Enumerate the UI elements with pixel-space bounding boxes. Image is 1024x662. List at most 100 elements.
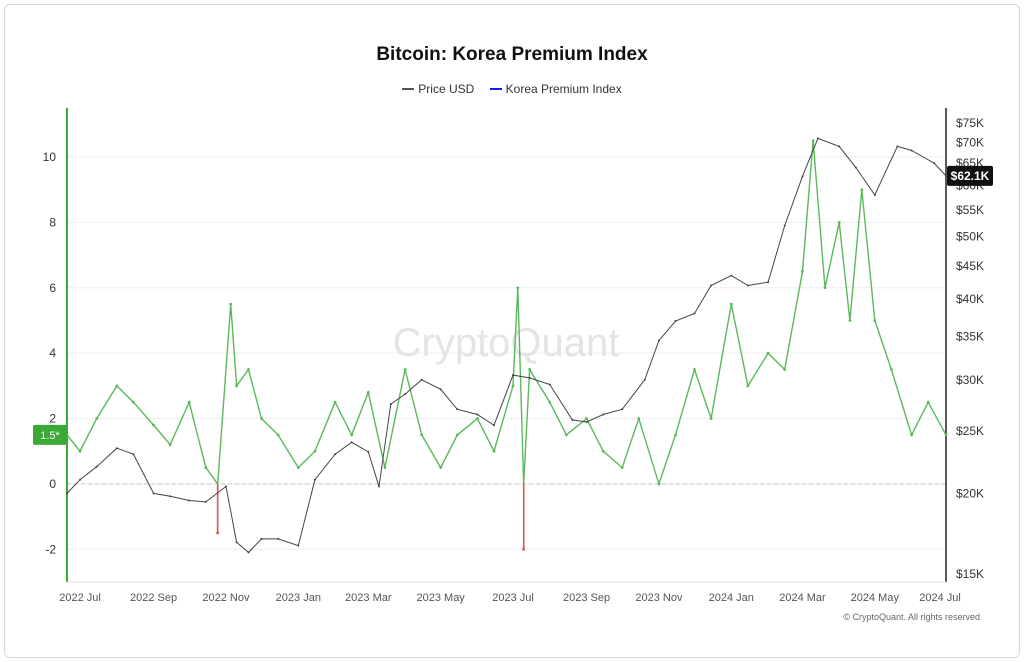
premium-point-11: [235, 384, 239, 388]
premium-point-13: [260, 417, 263, 420]
x-tick-2: 2022 Nov: [202, 592, 250, 604]
price-point-25: [476, 413, 479, 416]
premium-point-31: [548, 400, 552, 404]
premium-point-5: [152, 423, 155, 427]
price-point-26: [493, 424, 496, 427]
price-point-38: [710, 284, 713, 287]
premium-point-16: [313, 449, 317, 453]
price-point-19: [377, 485, 380, 488]
premium-point-15: [296, 466, 300, 469]
x-tick-10: 2024 Mar: [779, 592, 826, 604]
price-point-16: [334, 453, 337, 456]
chart-legend: Price USD Korea Premium Index: [0, 79, 1024, 96]
premium-point-28: [516, 286, 520, 290]
x-tick-11: 2024 May: [851, 592, 900, 604]
price-point-10: [235, 541, 238, 544]
legend-label-price: Price USD: [418, 82, 475, 96]
legend-label-premium: Korea Premium Index: [505, 82, 622, 96]
price-point-11: [247, 551, 250, 554]
price-point-13: [277, 537, 280, 540]
x-tick-9: 2024 Jan: [709, 592, 754, 604]
price-point-30: [571, 418, 574, 421]
premium-point-49: [848, 319, 852, 322]
price-point-46: [854, 166, 857, 169]
y-tick-right-2: $25K: [956, 424, 984, 438]
premium-point-17: [333, 400, 337, 404]
premium-point-32: [565, 433, 568, 437]
premium-point-35: [620, 466, 624, 469]
x-tick-1: 2022 Sep: [130, 592, 177, 604]
price-point-5: [152, 492, 155, 495]
price-point-35: [657, 339, 660, 342]
premium-point-34: [601, 449, 605, 453]
price-point-39: [730, 274, 733, 277]
premium-point-7: [187, 400, 191, 404]
premium-point-55: [944, 433, 948, 437]
premium-point-2: [95, 417, 99, 420]
price-point-9: [224, 485, 227, 488]
price-point-4: [132, 453, 135, 456]
premium-point-40: [709, 417, 713, 420]
premium-point-36: [637, 417, 641, 420]
price-point-27: [512, 374, 515, 377]
credit-text: © CryptoQuant. All rights reserved: [843, 612, 980, 622]
premium-point-10: [229, 302, 233, 306]
legend-item-price[interactable]: Price USD: [402, 82, 474, 96]
price-point-44: [816, 137, 819, 140]
premium-point-20: [383, 466, 387, 469]
premium-point-1: [78, 449, 82, 453]
price-point-0: [66, 492, 68, 495]
price-point-40: [746, 284, 749, 287]
price-point-15: [313, 478, 316, 481]
premium-point-26: [492, 449, 496, 453]
x-tick-6: 2023 Jul: [492, 592, 534, 604]
price-point-6: [169, 495, 172, 498]
legend-swatch-premium: [489, 88, 502, 90]
price-point-22: [420, 378, 423, 381]
premium-point-19: [366, 391, 370, 394]
premium-point-52: [890, 368, 893, 371]
y-tick-right-1: $20K: [956, 486, 984, 500]
price-point-24: [456, 408, 459, 411]
price-point-21: [404, 393, 407, 396]
price-point-28: [528, 376, 531, 379]
premium-point-44: [783, 368, 787, 371]
current-price-label: $62.1K: [951, 169, 990, 183]
price-point-8: [204, 500, 207, 503]
price-point-7: [188, 499, 191, 502]
price-point-50: [933, 162, 936, 165]
price-point-37: [693, 312, 696, 315]
price-point-29: [548, 383, 551, 386]
premium-point-41: [729, 302, 733, 306]
price-point-47: [873, 194, 876, 197]
premium-point-14: [276, 433, 280, 437]
premium-point-37: [657, 482, 661, 486]
premium-point-25: [476, 417, 479, 420]
price-point-1: [79, 478, 82, 481]
price-point-48: [896, 145, 899, 148]
premium-point-3: [115, 384, 119, 388]
premium-point-53: [910, 433, 913, 437]
price-point-17: [350, 441, 353, 444]
y-tick-right-3: $30K: [956, 373, 984, 387]
x-tick-3: 2023 Jan: [276, 592, 321, 604]
price-point-34: [643, 378, 646, 381]
premium-point-42: [746, 384, 750, 388]
chart-title: Bitcoin: Korea Premium Index: [376, 44, 648, 65]
series-line-price: [66, 137, 947, 554]
y-tick-right-11: $70K: [956, 135, 984, 149]
premium-point-48: [837, 221, 841, 224]
premium-point-23: [439, 466, 443, 469]
price-point-51: [945, 174, 947, 177]
premium-point-27: [511, 384, 515, 388]
y-tick-left-0: -2: [45, 542, 56, 556]
price-point-32: [602, 413, 605, 416]
premium-point-45: [801, 270, 804, 273]
premium-point-33: [585, 417, 588, 420]
price-point-14: [297, 544, 300, 547]
legend-item-premium[interactable]: Korea Premium Index: [489, 82, 622, 96]
y-tick-left-2: 2: [49, 412, 56, 426]
price-point-36: [674, 319, 677, 322]
premium-point-54: [926, 400, 930, 404]
premium-point-50: [860, 188, 864, 192]
